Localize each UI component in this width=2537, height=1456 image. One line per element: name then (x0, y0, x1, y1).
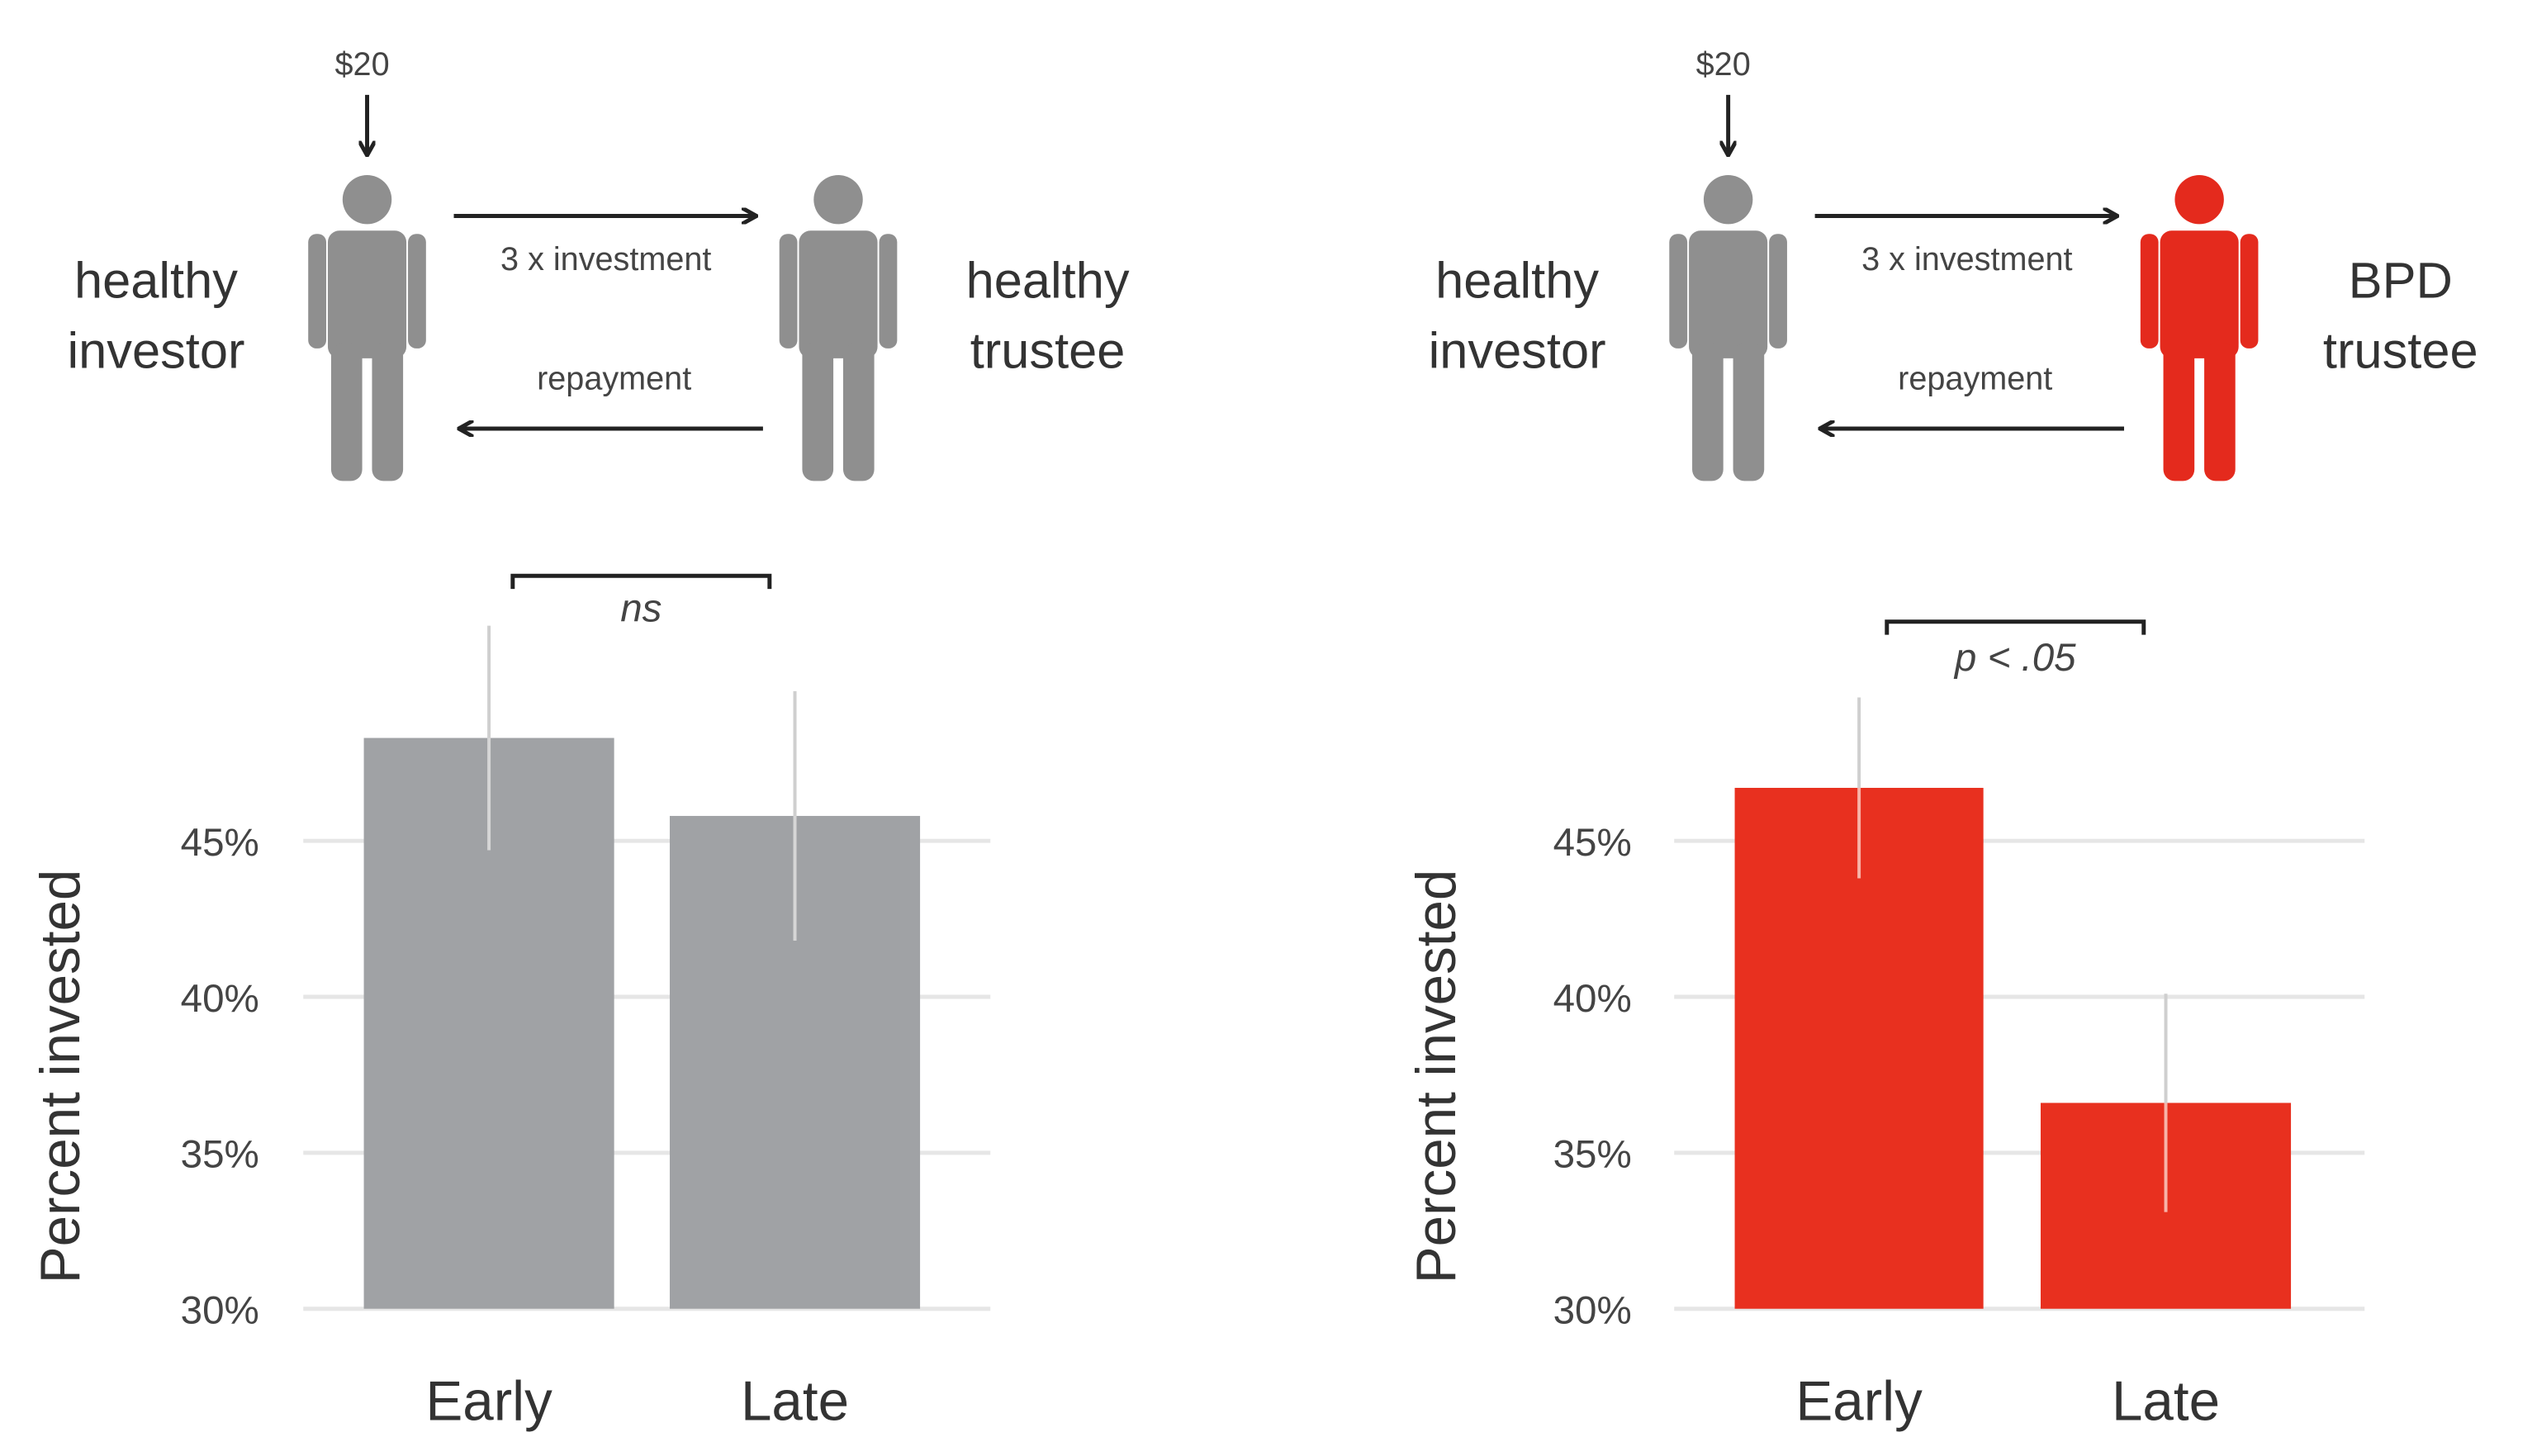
y-tick-label: 45% (1553, 821, 1632, 865)
investor-label: healthy (1435, 253, 1599, 310)
significance-bracket (510, 573, 772, 590)
y-tick-label: 35% (181, 1133, 259, 1177)
x-tick-label: Early (1795, 1370, 1923, 1432)
x-tick-label: Late (741, 1370, 849, 1432)
significance-label: ns (620, 587, 662, 631)
amount-label: $20 (335, 46, 390, 83)
person-torso (327, 230, 407, 358)
person-torso (1689, 230, 1768, 358)
bar-chart: 30% 35% 40% 45% Percent invested Early Late ns (30, 573, 991, 1432)
person-head (1703, 174, 1753, 225)
y-tick-label: 35% (1553, 1133, 1632, 1177)
person-torso (2160, 230, 2239, 358)
person-leg (2163, 343, 2195, 481)
person-torso (799, 230, 878, 358)
trustee-person-icon (2140, 174, 2259, 481)
person-head (2174, 174, 2224, 225)
investor-label: investor (1429, 323, 1606, 380)
y-axis-label: Percent invested (1406, 870, 1468, 1284)
person-leg (842, 343, 875, 481)
person-arm (408, 234, 426, 349)
x-tick-label: Early (425, 1370, 552, 1432)
person-arm (779, 234, 798, 349)
significance-bracket (1885, 619, 2146, 635)
bar-chart: 30% 35% 40% 45% Percent invested Early Late p <… (1406, 619, 2365, 1432)
investor-person-icon (308, 174, 426, 481)
person-leg (2204, 343, 2236, 481)
investor-label: healthy (74, 253, 238, 310)
trustee-label: trustee (2323, 323, 2478, 380)
trustee-person-icon (779, 174, 898, 481)
trustee-label: BPD (2349, 253, 2453, 310)
person-leg (330, 343, 363, 481)
trustee-label: trustee (970, 323, 1126, 380)
person-head (342, 174, 392, 225)
y-tick-label: 30% (1553, 1289, 1632, 1333)
trustee-label: healthy (966, 253, 1130, 310)
y-tick-label: 40% (1553, 977, 1632, 1021)
amount-label: $20 (1696, 46, 1751, 83)
investor-label: investor (68, 323, 245, 380)
person-arm (1669, 234, 1688, 349)
y-tick-label: 45% (181, 821, 259, 865)
repayment-label: repayment (1898, 360, 2052, 396)
y-tick-label: 30% (181, 1289, 259, 1333)
person-head (813, 174, 863, 225)
investor-person-icon (1669, 174, 1787, 481)
person-arm (1769, 234, 1787, 349)
person-arm (2240, 234, 2259, 349)
y-axis-label: Percent invested (30, 870, 92, 1284)
person-leg (1692, 343, 1724, 481)
person-leg (802, 343, 834, 481)
trust-game-diagram: $20 healthy investor healthy trustee 3 x inve… (68, 46, 1130, 481)
person-arm (2140, 234, 2159, 349)
person-arm (879, 234, 898, 349)
trust-game-diagram: $20 healthy investor BPD trustee 3 x investme… (1429, 46, 2478, 481)
repayment-label: repayment (537, 360, 691, 396)
y-tick-label: 40% (181, 977, 259, 1021)
person-arm (308, 234, 327, 349)
person-leg (372, 343, 404, 481)
investment-label: 3 x investment (1861, 241, 2072, 277)
significance-label: p < .05 (1953, 636, 2076, 680)
person-leg (1733, 343, 1765, 481)
investment-label: 3 x investment (500, 241, 711, 277)
x-tick-label: Late (2112, 1370, 2220, 1432)
